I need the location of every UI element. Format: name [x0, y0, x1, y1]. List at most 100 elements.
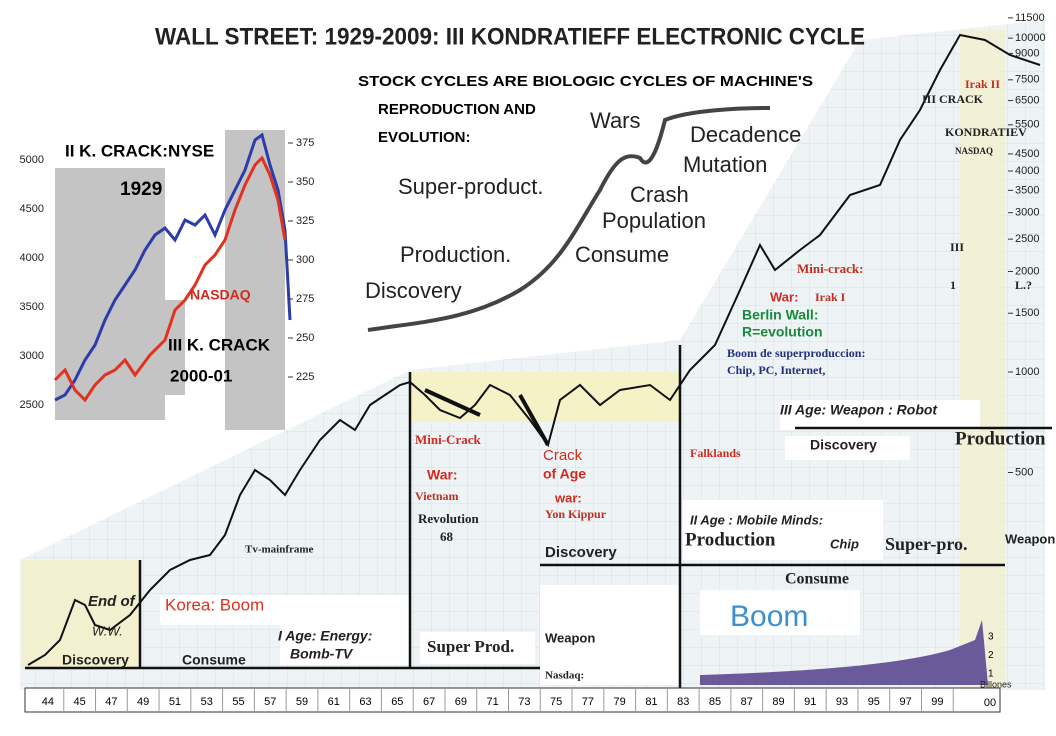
tick-label: 2	[988, 650, 994, 661]
year-label: 87	[741, 696, 753, 708]
tick-label: 10000	[1015, 32, 1046, 44]
tick-label: 1000	[1015, 366, 1039, 378]
tick-label: 225	[296, 371, 314, 383]
annotation: 1	[950, 278, 956, 292]
annotation: Korea: Boom	[165, 595, 264, 614]
tick-label: 1500	[1015, 307, 1039, 319]
cycle-label: Crash	[630, 182, 689, 207]
year-label: 69	[455, 696, 467, 708]
tick-label: 275	[296, 293, 314, 305]
right-axis: 11500 10000 9000 7500 6500 5500 4500 4000 3500 30…	[1008, 12, 1046, 478]
nasdaq-line	[53, 155, 287, 403]
tick-label: 2000	[1015, 265, 1039, 277]
annotation: Super Prod.	[427, 637, 514, 656]
year-label: 44	[42, 696, 54, 708]
annotation: Berlin Wall:	[742, 307, 819, 323]
tick-label: 6500	[1015, 94, 1039, 106]
annotation: Billones	[980, 679, 1012, 689]
cycle-label: Mutation	[683, 152, 767, 177]
year-label: 79	[614, 696, 626, 708]
annotation: Nasdaq:	[545, 670, 584, 682]
year-label: 00	[984, 697, 996, 709]
tick-label: 300	[296, 254, 314, 266]
tick-label: 3000	[20, 350, 44, 362]
annotation: 68	[440, 529, 454, 544]
cycle-label: Wars	[590, 108, 641, 133]
year-label: 71	[486, 696, 498, 708]
annotation: III Age: Weapon : Robot	[780, 402, 938, 418]
annotation: Irak I	[815, 290, 846, 304]
annotation: war:	[554, 490, 582, 505]
annotation: NASDAQ	[955, 146, 993, 156]
tick-label: 350	[296, 176, 314, 188]
annotation: Bomb-TV	[290, 646, 354, 662]
year-label: 47	[105, 696, 117, 708]
year-label: 75	[550, 696, 562, 708]
annotation: Discovery	[62, 652, 129, 668]
inset-label: II K. CRACK:NYSE	[65, 141, 214, 160]
year-label: 83	[677, 696, 689, 708]
cycle-label: Super-product.	[398, 174, 544, 199]
tick-label: 5000	[20, 154, 44, 166]
annotation: Consume	[785, 571, 849, 588]
inset-label: NASDAQ	[190, 287, 251, 303]
year-label: 95	[868, 696, 880, 708]
tick-label: 2500	[1015, 233, 1039, 245]
cycle-label: Production.	[400, 242, 511, 267]
annotation: End of	[88, 593, 137, 610]
annotation: W.W.	[92, 623, 123, 638]
stock-line	[27, 33, 1041, 666]
annotation: Boom	[730, 600, 808, 633]
tick-label: 5500	[1015, 119, 1039, 131]
year-label: 63	[359, 696, 371, 708]
annotation: Chip	[830, 536, 859, 551]
year-label: 55	[232, 696, 244, 708]
annotation: Discovery	[810, 437, 877, 453]
inset-shade	[225, 130, 285, 430]
year-label: 99	[931, 696, 943, 708]
annotation: L.?	[1015, 278, 1032, 292]
year-label: 81	[645, 696, 657, 708]
cycle-curve	[367, 106, 771, 332]
band	[960, 30, 1005, 690]
tick-label: 3	[988, 632, 994, 643]
annotation: Irak II	[965, 77, 1000, 91]
nyse-line	[54, 132, 292, 402]
year-label: 45	[74, 696, 86, 708]
heading: STOCK CYCLES ARE BIOLOGIC CYCLES OF MACH…	[358, 73, 813, 90]
annotation: of Age	[543, 466, 586, 482]
tick-label: 4000	[20, 252, 44, 264]
nasdaq-volume	[700, 620, 988, 685]
band	[22, 560, 142, 670]
tick-label: 11500	[1015, 12, 1045, 24]
annotation: KONDRATIEV	[945, 125, 1027, 139]
annotation: Crack	[543, 447, 583, 464]
annotation: Mini-crack:	[797, 261, 863, 276]
annotation: III	[950, 240, 964, 254]
inset-ticks: 5000 4500 4000 3500 3000 2500 375 350 325 300 275 2…	[20, 137, 994, 680]
tick-label: 4000	[1015, 165, 1039, 177]
cycle-label: Population	[602, 208, 706, 233]
inset-label: III K. CRACK	[168, 335, 271, 354]
annotation: Chip, PC, Internet,	[727, 363, 825, 377]
annotation: War:	[770, 289, 798, 304]
year-label: 73	[518, 696, 530, 708]
annotation: I Age: Energy:	[278, 628, 372, 644]
annotation: Production	[685, 529, 776, 550]
inset-label: 1929	[120, 179, 162, 200]
band	[410, 372, 680, 422]
tick-label: 3500	[20, 301, 44, 313]
tick-label: 375	[296, 137, 314, 149]
heading: REPRODUCTION AND	[378, 101, 536, 118]
annotation: Consume	[182, 652, 246, 668]
annotation: Super-pro.	[885, 534, 968, 554]
heading: EVOLUTION:	[378, 129, 471, 146]
tick-label: 4500	[20, 203, 44, 215]
annotation: Production	[955, 428, 1046, 449]
annotation: Discovery	[545, 544, 617, 561]
tick-label: 1	[988, 669, 994, 680]
annotation: III CRACK	[922, 92, 984, 106]
